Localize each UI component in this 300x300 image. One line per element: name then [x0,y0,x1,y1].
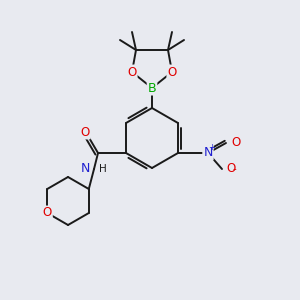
Text: O: O [43,206,52,220]
Text: O: O [128,65,136,79]
Text: +: + [208,143,215,152]
Text: O: O [231,136,240,149]
Text: N: N [81,163,90,176]
Text: O: O [80,125,90,139]
Text: B: B [148,82,156,94]
Text: H: H [99,164,107,174]
Text: O: O [167,65,177,79]
Text: N: N [203,146,213,160]
Text: O: O [226,163,235,176]
Text: -: - [232,164,236,174]
